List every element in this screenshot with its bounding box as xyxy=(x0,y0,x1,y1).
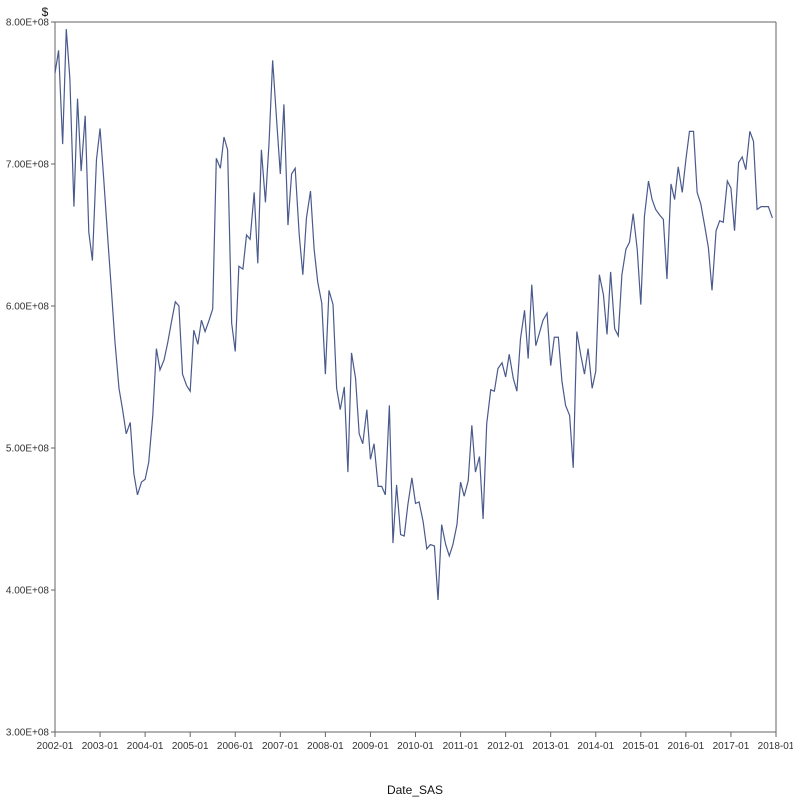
x-tick-label: 2007-01 xyxy=(262,741,299,752)
x-tick-label: 2003-01 xyxy=(82,741,119,752)
x-tick-label: 2017-01 xyxy=(713,741,750,752)
x-tick-label: 2009-01 xyxy=(352,741,389,752)
y-tick-label: 5.00E+08 xyxy=(6,444,50,455)
x-tick-label: 2004-01 xyxy=(127,741,164,752)
x-tick-label: 2010-01 xyxy=(397,741,434,752)
y-tick-label: 3.00E+08 xyxy=(6,728,50,739)
series-line xyxy=(55,29,772,600)
x-tick-label: 2013-01 xyxy=(532,741,569,752)
x-tick-label: 2016-01 xyxy=(668,741,705,752)
y-axis-ticks: 3.00E+08 4.00E+08 5.00E+08 6.00E+08 7.00E+08… xyxy=(6,18,55,739)
y-tick-label: 4.00E+08 xyxy=(6,586,50,597)
x-axis-ticks: 2002-01 2003-01 2004-01 2005-01 2006-01 2007-… xyxy=(37,732,793,752)
y-axis-label: $ xyxy=(42,5,49,19)
x-tick-label: 2018-01 xyxy=(758,741,793,752)
x-axis-label: Date_SAS xyxy=(387,783,443,797)
y-tick-label: 6.00E+08 xyxy=(6,302,50,313)
x-tick-label: 2014-01 xyxy=(577,741,614,752)
x-tick-label: 2006-01 xyxy=(217,741,254,752)
y-tick-label: 8.00E+08 xyxy=(6,18,50,29)
x-tick-label: 2008-01 xyxy=(307,741,344,752)
x-tick-label: 2015-01 xyxy=(622,741,659,752)
x-tick-label: 2012-01 xyxy=(487,741,524,752)
plot-area xyxy=(55,22,776,732)
x-tick-label: 2002-01 xyxy=(37,741,74,752)
y-tick-label: 7.00E+08 xyxy=(6,160,50,171)
x-tick-label: 2011-01 xyxy=(443,741,479,752)
x-tick-label: 2005-01 xyxy=(172,741,209,752)
